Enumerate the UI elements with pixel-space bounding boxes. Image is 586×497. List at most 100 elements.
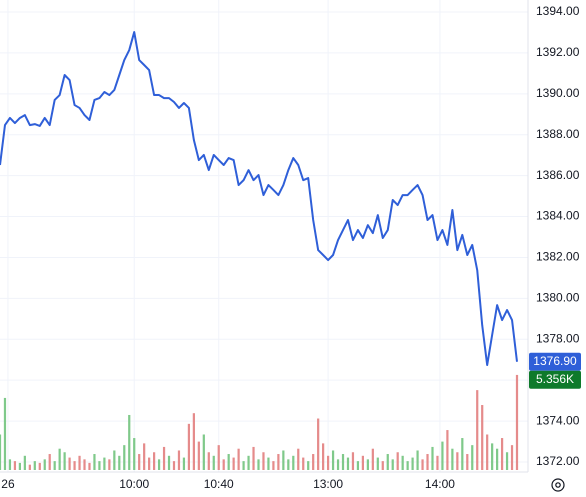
y-tick-label: 1372.00 xyxy=(536,454,580,468)
volume-bar xyxy=(48,454,51,470)
volume-bar xyxy=(98,461,101,470)
volume-bar xyxy=(401,455,404,470)
volume-bar xyxy=(123,445,126,470)
volume-bar xyxy=(406,461,409,470)
volume-bar xyxy=(277,454,280,470)
volume-bar xyxy=(287,459,290,470)
volume-bar xyxy=(515,374,519,470)
volume-bar xyxy=(441,441,444,470)
volume-bar xyxy=(157,459,161,470)
x-tick-label: 10:40 xyxy=(204,477,234,491)
volume-bar xyxy=(496,448,499,470)
price-line xyxy=(0,31,518,367)
volume-bar xyxy=(451,448,454,470)
volume-bar xyxy=(336,459,340,470)
volume-bar xyxy=(476,390,479,470)
volume-bar xyxy=(500,438,504,470)
volume-bar xyxy=(446,430,449,470)
volume-bar xyxy=(317,418,320,470)
volume-bar xyxy=(322,443,325,470)
volume-bar xyxy=(391,459,394,470)
volume-bar xyxy=(396,452,399,470)
volume-bar xyxy=(491,443,494,470)
y-tick-label: 1378.00 xyxy=(536,331,580,345)
volume-bar xyxy=(177,450,181,470)
volume-bar xyxy=(461,438,464,470)
volume-bar xyxy=(152,452,156,470)
volume-bar xyxy=(436,455,439,470)
volume-bar xyxy=(232,457,235,470)
volume-bar xyxy=(33,461,36,470)
settings-icon[interactable] xyxy=(551,478,565,492)
volume-bar xyxy=(471,445,474,470)
y-tick-label: 1388.00 xyxy=(536,127,580,141)
volume-bar xyxy=(118,455,121,470)
volume-bar xyxy=(486,434,489,470)
volume-bar xyxy=(78,455,81,470)
y-tick-label: 1394.00 xyxy=(536,4,580,18)
volume-bar xyxy=(366,459,369,470)
volume-bar xyxy=(202,434,205,470)
price-label-bg xyxy=(529,352,581,371)
volume-bar xyxy=(292,455,295,470)
volume-bar xyxy=(272,461,275,470)
volume-bar xyxy=(103,457,106,470)
volume-bar xyxy=(252,446,255,470)
volume-bar xyxy=(53,461,56,470)
y-tick-label: 1390.00 xyxy=(536,86,580,100)
volume-bar xyxy=(242,461,245,470)
volume-bar xyxy=(23,455,26,470)
volume-bar xyxy=(312,454,315,470)
volume-bar xyxy=(83,459,86,470)
volume-bar xyxy=(346,457,350,470)
volume-bar xyxy=(172,461,176,470)
volume-bar xyxy=(58,448,61,470)
volume-bar xyxy=(73,461,76,470)
volume-bar xyxy=(356,461,360,470)
volume-bar xyxy=(331,450,335,470)
volume-bar xyxy=(3,397,7,470)
volume-bar xyxy=(128,414,131,470)
volume-bar xyxy=(307,461,310,470)
volume-bar xyxy=(257,459,260,470)
volume-bar xyxy=(510,445,514,470)
volume-bar xyxy=(148,457,151,470)
volume-bar xyxy=(267,457,270,470)
volume-bar xyxy=(8,459,12,470)
volume-bar xyxy=(138,454,141,470)
volume-bar xyxy=(371,448,374,470)
volume-bar xyxy=(411,457,414,470)
volume-bar xyxy=(0,434,2,470)
volume-bar xyxy=(302,457,305,470)
volume-bar xyxy=(381,461,384,470)
y-tick-label: 1374.00 xyxy=(536,413,580,427)
volume-bar xyxy=(18,462,21,470)
x-tick-label: 10:00 xyxy=(119,477,149,491)
volume-bar xyxy=(212,455,215,470)
gear-center xyxy=(555,482,561,488)
volume-bar xyxy=(222,459,225,470)
volume-bar xyxy=(426,454,429,470)
volume-bar xyxy=(466,454,469,470)
volume-bar xyxy=(227,454,230,470)
volume-label: 5.356K xyxy=(536,372,574,386)
volume-bar xyxy=(341,454,345,470)
volume-bar xyxy=(386,454,389,470)
volume-bar xyxy=(416,450,419,470)
volume-bar xyxy=(68,457,71,470)
volume-bar xyxy=(182,457,186,470)
volume-bar xyxy=(326,455,330,470)
volume-bar xyxy=(187,423,191,470)
y-tick-label: 1384.00 xyxy=(536,209,580,223)
volume-bar xyxy=(217,445,220,470)
volume-bar xyxy=(207,452,210,470)
x-tick-label: 14:00 xyxy=(425,477,455,491)
volume-bar xyxy=(63,452,66,470)
volume-bar xyxy=(456,452,459,470)
volume-bar xyxy=(376,457,379,470)
volume-bar xyxy=(421,459,424,470)
volume-bar xyxy=(108,459,111,470)
volume-bar xyxy=(505,452,509,470)
volume-bar xyxy=(13,461,17,470)
